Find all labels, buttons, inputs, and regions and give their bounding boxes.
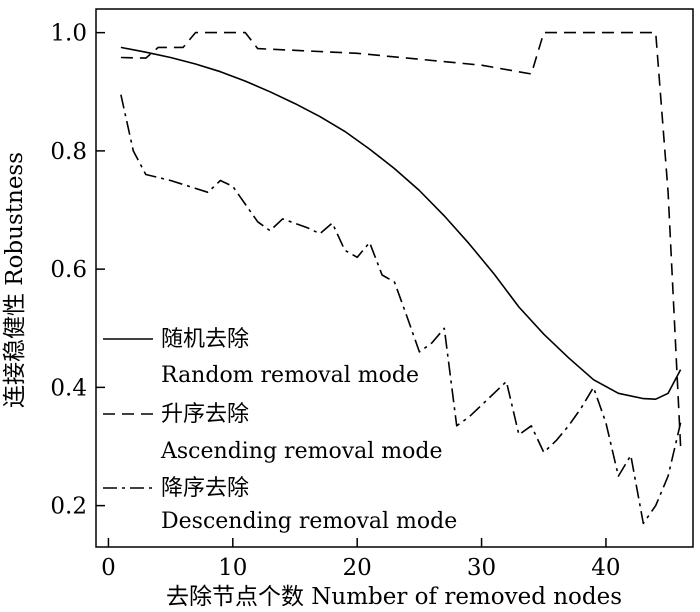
x-tick-label: 30 [467,555,496,581]
y-tick-label: 1.0 [50,21,87,47]
legend-label-ascending-en: Ascending removal mode [160,439,442,464]
x-tick-label: 20 [343,555,372,581]
legend-label-descending-en: Descending removal mode [161,509,457,534]
series-layer [120,31,682,525]
series-line-ascending [120,31,682,447]
y-axis-title: 连接稳健性 Robustness [2,152,28,408]
plot-frame [95,8,694,548]
series-line-random [120,46,682,401]
y-tick-label: 0.2 [50,494,87,520]
x-axis-title: 去除节点个数 Number of removed nodes [166,584,622,610]
legend-label-ascending-cn: 升序去除 [161,402,249,427]
legend: 随机去除 Random removal mode 升序去除 Ascending … [103,327,457,534]
x-tick-label: 40 [591,555,620,581]
x-tick-label: 10 [218,555,247,581]
legend-label-descending-cn: 降序去除 [161,476,249,501]
y-tick-label: 0.6 [50,257,87,283]
y-tick-label: 0.4 [50,375,87,401]
series-line-descending [120,94,682,525]
legend-label-random-cn: 随机去除 [161,327,249,352]
axis-ticks: 0 10 20 30 40 0.2 0.4 0.6 0.8 1.0 [50,21,620,581]
legend-label-random-en: Random removal mode [161,363,419,388]
y-tick-label: 0.8 [50,139,87,165]
x-tick-label: 0 [101,555,116,581]
